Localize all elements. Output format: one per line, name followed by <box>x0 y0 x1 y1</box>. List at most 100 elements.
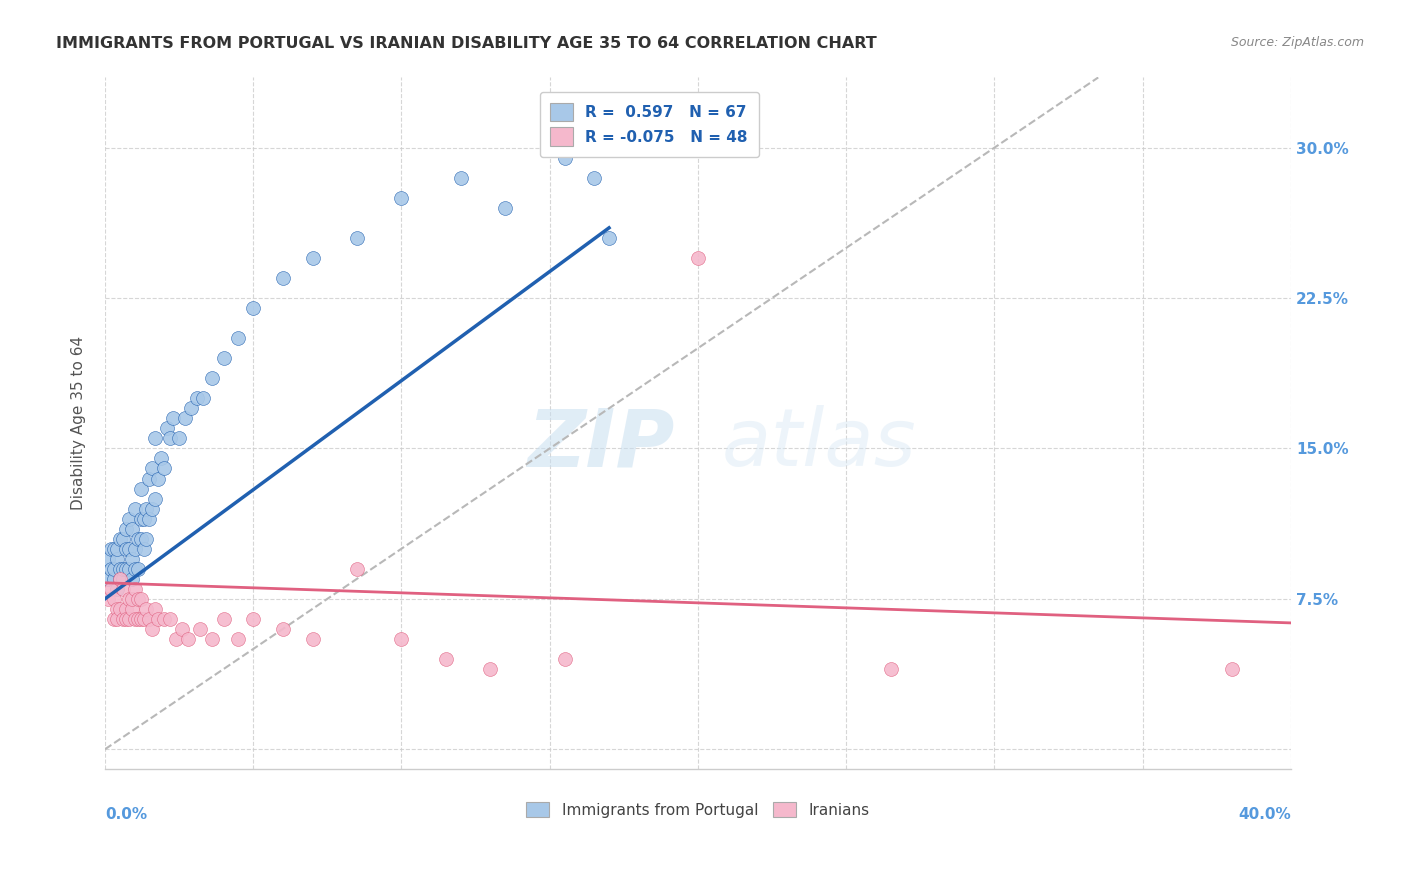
Point <box>121 551 143 566</box>
Point <box>212 351 235 366</box>
Point <box>156 421 179 435</box>
Point <box>138 511 160 525</box>
Point <box>212 612 235 626</box>
Text: 40.0%: 40.0% <box>1239 807 1291 822</box>
Point <box>118 591 141 606</box>
Point <box>118 541 141 556</box>
Point <box>201 371 224 385</box>
Point <box>145 491 167 506</box>
Point <box>105 612 128 626</box>
Point <box>177 632 200 646</box>
Point <box>129 612 152 626</box>
Point <box>105 551 128 566</box>
Point <box>124 612 146 626</box>
Point <box>114 541 136 556</box>
Point <box>103 541 125 556</box>
Point <box>141 461 163 475</box>
Point <box>174 411 197 425</box>
Legend: Immigrants from Portugal, Iranians: Immigrants from Portugal, Iranians <box>520 796 876 824</box>
Point <box>346 562 368 576</box>
Point <box>1220 662 1243 676</box>
Point <box>124 501 146 516</box>
Point <box>121 522 143 536</box>
Point <box>132 612 155 626</box>
Point <box>114 612 136 626</box>
Point <box>111 582 134 596</box>
Point <box>242 301 264 315</box>
Point <box>121 591 143 606</box>
Point <box>138 471 160 485</box>
Point <box>148 471 170 485</box>
Y-axis label: Disability Age 35 to 64: Disability Age 35 to 64 <box>72 336 86 510</box>
Point <box>114 602 136 616</box>
Point <box>554 151 576 165</box>
Point <box>121 602 143 616</box>
Point <box>114 562 136 576</box>
Point <box>180 401 202 416</box>
Point <box>97 572 120 586</box>
Point <box>346 231 368 245</box>
Point <box>127 532 149 546</box>
Point <box>105 541 128 556</box>
Point <box>148 612 170 626</box>
Point <box>118 511 141 525</box>
Point <box>188 622 211 636</box>
Text: Source: ZipAtlas.com: Source: ZipAtlas.com <box>1230 36 1364 49</box>
Point <box>118 612 141 626</box>
Point <box>103 612 125 626</box>
Text: IMMIGRANTS FROM PORTUGAL VS IRANIAN DISABILITY AGE 35 TO 64 CORRELATION CHART: IMMIGRANTS FROM PORTUGAL VS IRANIAN DISA… <box>56 36 877 51</box>
Point <box>153 612 176 626</box>
Point <box>108 532 131 546</box>
Point <box>97 591 120 606</box>
Point <box>135 532 157 546</box>
Point <box>145 602 167 616</box>
Point <box>114 522 136 536</box>
Point <box>121 572 143 586</box>
Point <box>135 602 157 616</box>
Text: ZIP: ZIP <box>527 405 675 483</box>
Point <box>100 582 122 596</box>
Point <box>111 562 134 576</box>
Point <box>105 602 128 616</box>
Point <box>111 612 134 626</box>
Point <box>129 532 152 546</box>
Text: atlas: atlas <box>721 405 917 483</box>
Point <box>127 562 149 576</box>
Point <box>494 201 516 215</box>
Point <box>108 562 131 576</box>
Point <box>301 632 323 646</box>
Point <box>450 170 472 185</box>
Text: 0.0%: 0.0% <box>105 807 148 822</box>
Point <box>271 622 294 636</box>
Point <box>159 431 181 445</box>
Point <box>118 562 141 576</box>
Point <box>103 572 125 586</box>
Point <box>124 541 146 556</box>
Point <box>141 622 163 636</box>
Point <box>127 591 149 606</box>
Point <box>132 511 155 525</box>
Point <box>242 612 264 626</box>
Point <box>103 591 125 606</box>
Point <box>100 541 122 556</box>
Point <box>145 431 167 445</box>
Point <box>135 501 157 516</box>
Point <box>111 532 134 546</box>
Point <box>162 411 184 425</box>
Point <box>108 572 131 586</box>
Point <box>108 602 131 616</box>
Point <box>97 551 120 566</box>
Point <box>103 562 125 576</box>
Point <box>479 662 502 676</box>
Point <box>124 562 146 576</box>
Point <box>132 541 155 556</box>
Point <box>141 501 163 516</box>
Point <box>105 582 128 596</box>
Point <box>391 191 413 205</box>
Point <box>129 591 152 606</box>
Point <box>153 461 176 475</box>
Point <box>129 511 152 525</box>
Point <box>391 632 413 646</box>
Point <box>111 572 134 586</box>
Point <box>150 451 173 466</box>
